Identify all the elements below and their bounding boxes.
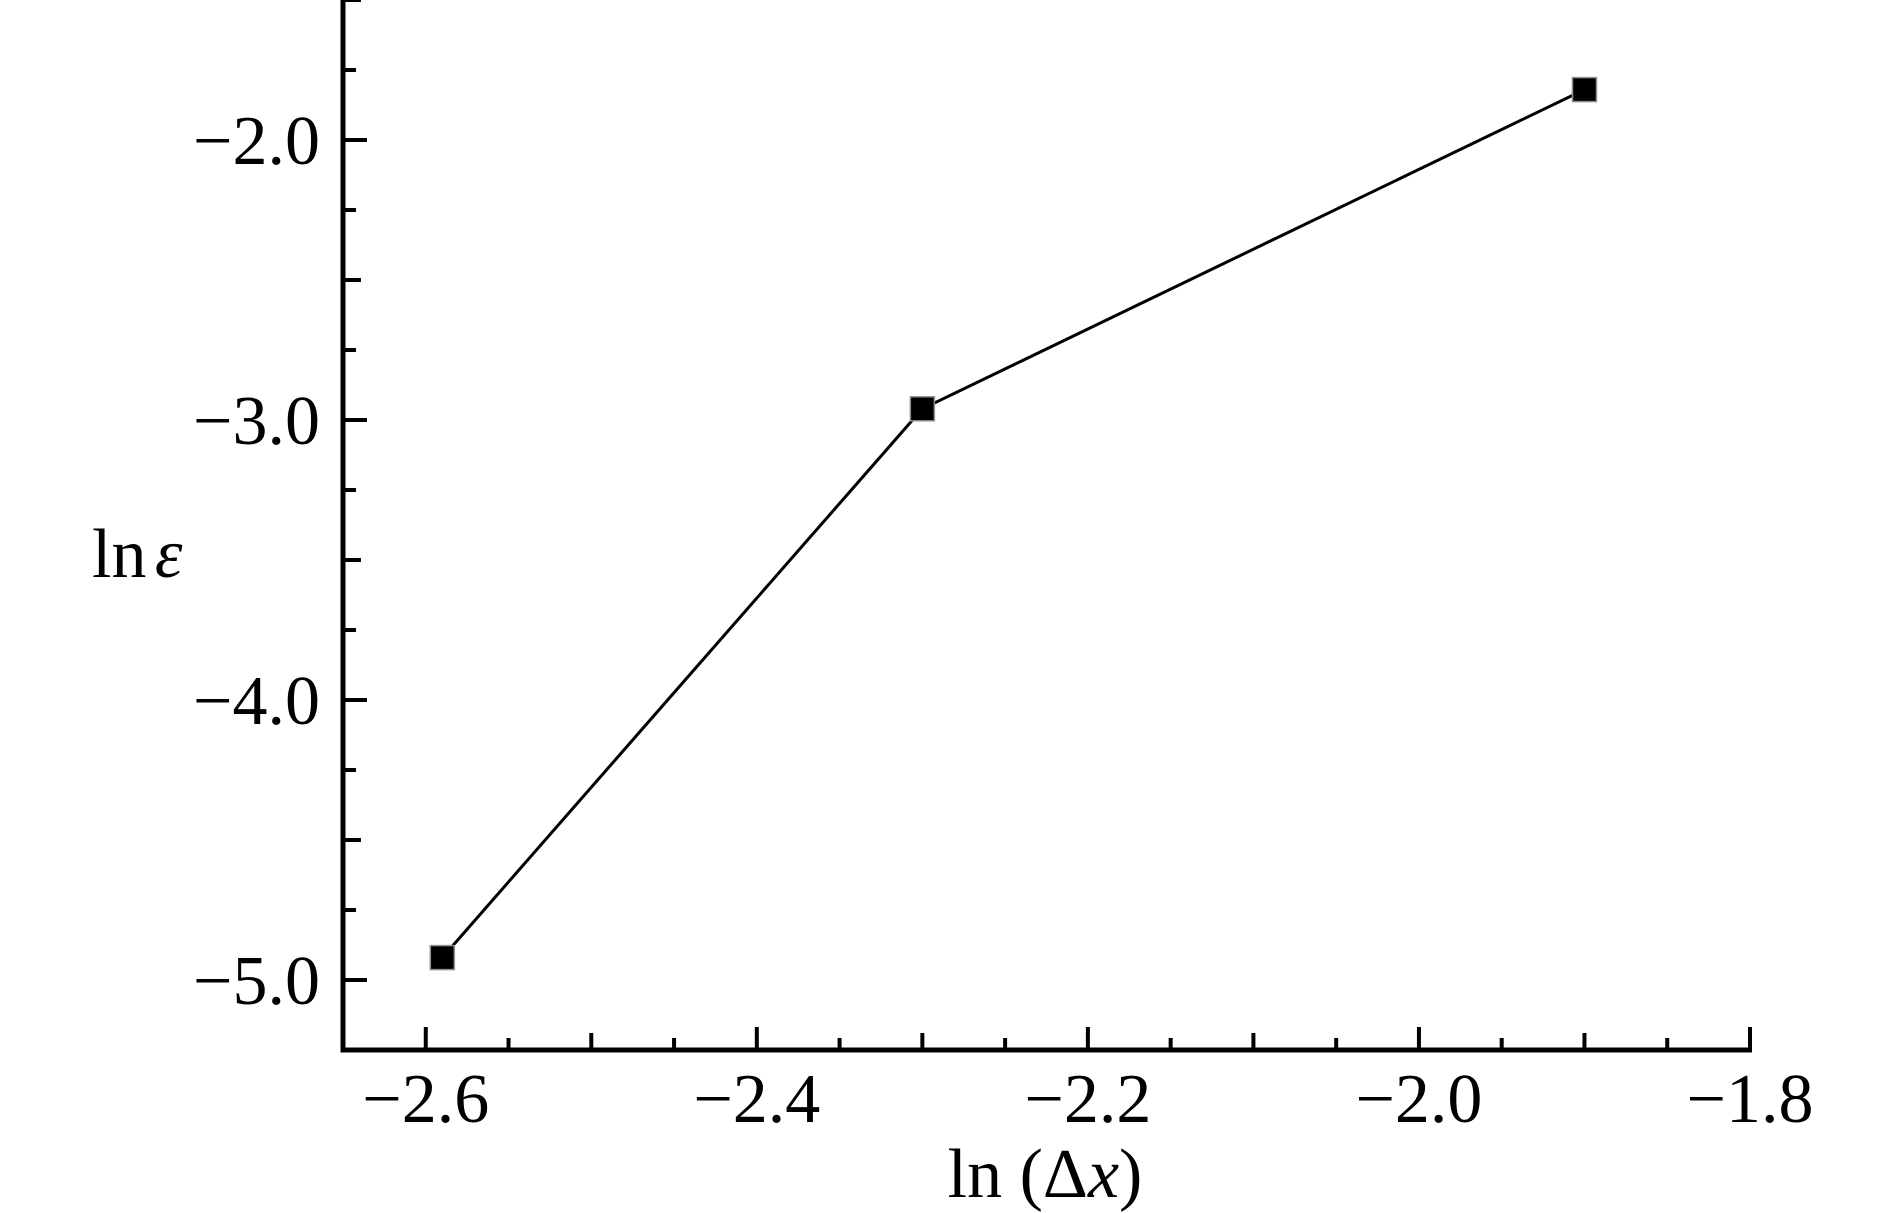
series-line [441,88,1586,959]
y-tick-label: −2.0 [193,103,320,180]
x-axis-title-prefix: ln ( [947,1136,1043,1213]
x-axis-title-delta: Δ [1042,1136,1088,1213]
y-tick-label: −5.0 [193,943,320,1020]
x-axis-title: ln (Δx) [948,1140,1143,1210]
x-tick-label: −2.4 [693,1061,820,1138]
x-tick-label: −2.6 [362,1061,489,1138]
data-point-marker [1571,76,1598,103]
y-tick-label: −4.0 [193,663,320,740]
x-tick-label: −2.2 [1024,1061,1151,1138]
x-tick-label: −2.0 [1355,1061,1482,1138]
y-axis-title-epsilon: ε [154,516,183,593]
data-point-marker [429,944,456,971]
x-axis-title-var: x [1087,1136,1120,1213]
y-axis-title-prefix: ln [92,516,147,593]
data-point-marker [909,396,936,422]
x-tick-label: −1.8 [1687,1061,1814,1138]
y-tick-label: −3.0 [193,383,320,460]
y-axis-title: ln ε [92,520,182,590]
x-axis-title-suffix: ) [1119,1136,1143,1213]
